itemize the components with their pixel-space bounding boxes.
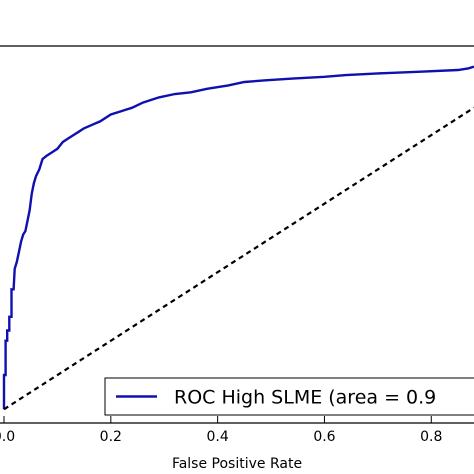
legend-box bbox=[104, 377, 474, 416]
roc-curve-line bbox=[2, 65, 474, 410]
x-tick-label: 0.4 bbox=[207, 429, 229, 445]
x-tick-label: 0.0 bbox=[0, 429, 15, 445]
x-tick-label: 0.2 bbox=[100, 429, 122, 445]
x-axis-label: False Positive Rate bbox=[172, 456, 302, 472]
x-tick-label: 0.6 bbox=[313, 429, 335, 445]
chance-diagonal-line bbox=[3, 106, 474, 411]
x-axis-ticks: 0.0 0.2 0.4 0.6 0.8 bbox=[0, 416, 442, 445]
x-tick-label: 0.8 bbox=[420, 429, 442, 445]
plot-area bbox=[0, 45, 474, 424]
legend-label-roc: ROC High SLME (area = 0.9 bbox=[174, 387, 436, 409]
legend: ROC High SLME (area = 0.9 bbox=[104, 377, 474, 416]
